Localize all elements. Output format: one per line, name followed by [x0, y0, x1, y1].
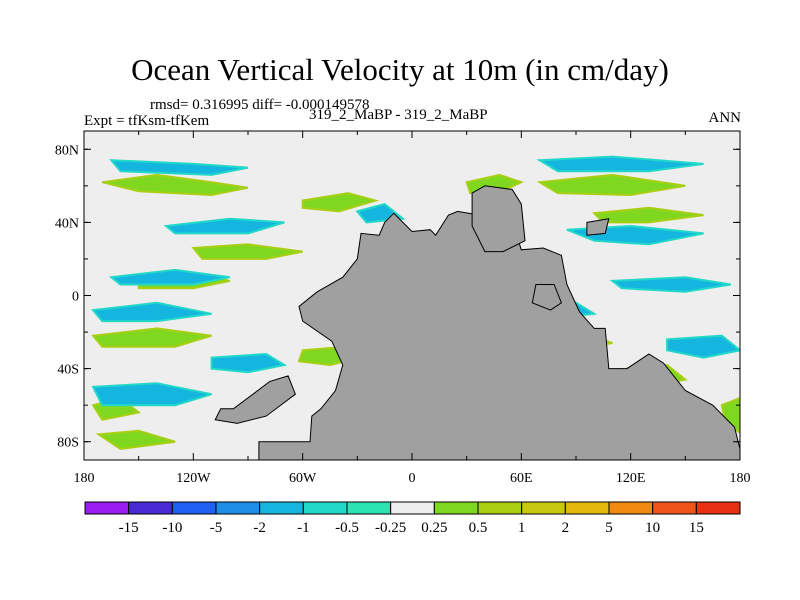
negative-region-1: [163, 217, 285, 235]
negative-region-11: [666, 334, 740, 359]
x-tick-label-5: 120E: [616, 471, 646, 486]
colorbar-box-6: [346, 501, 392, 515]
negative-region-9: [609, 276, 732, 293]
negative-region-7: [536, 155, 704, 173]
x-tick-label-0: 180: [74, 471, 95, 486]
colorbar-box-14: [695, 501, 741, 515]
colorbar-label-9: 1: [518, 520, 526, 536]
colorbar-box-3: [215, 501, 261, 515]
colorbar-box-8: [433, 501, 479, 515]
colorbar-label-5: -0.5: [335, 520, 359, 536]
colorbar-label-1: -10: [162, 520, 182, 536]
colorbar-box-12: [608, 501, 654, 515]
colorbar-label-2: -5: [210, 520, 223, 536]
colorbar-label-4: -1: [297, 520, 310, 536]
island-s-america: [214, 375, 297, 424]
chart-title: Ocean Vertical Velocity at 10m (in cm/da…: [131, 52, 669, 87]
colorbar-box-10: [521, 501, 566, 515]
cases-label: 319_2_MaBP - 319_2_MaBP: [309, 107, 488, 123]
colorbar-label-3: -2: [253, 520, 266, 536]
positive-region-4: [91, 327, 212, 348]
positive-region-1: [191, 243, 303, 260]
y-tick-label-1: 40N: [55, 216, 79, 231]
colorbar-label-10: 2: [562, 520, 570, 536]
colorbar: -15 -10 -5 -2 -1 -0.5 -0.25 0.25 0.5 1 2 5 10 15: [84, 501, 741, 536]
colorbar-box-2: [171, 501, 217, 515]
colorbar-box-13: [652, 501, 697, 515]
negative-region-4: [91, 382, 212, 407]
colorbar-label-8: 0.5: [469, 520, 488, 536]
experiment-label: Expt = tfKsm-tfKem: [84, 113, 210, 129]
plot-area: [84, 131, 740, 460]
colorbar-box-0: [84, 501, 130, 515]
land-northern-bay-landmass: [471, 185, 526, 253]
season-label: ANN: [708, 110, 742, 126]
y-tick-label-2: 0: [72, 290, 79, 305]
y-tick-label-4: 80S: [57, 436, 79, 451]
x-tick-label-6: 180: [730, 471, 751, 486]
colorbar-box-9: [477, 501, 523, 515]
island-sunda: [531, 284, 563, 311]
positive-region-6: [95, 429, 176, 451]
colorbar-label-6: -0.25: [375, 520, 406, 536]
colorbar-label-12: 10: [645, 520, 660, 536]
negative-region-3: [91, 301, 212, 323]
colorbar-box-5: [302, 501, 348, 515]
field-group: [84, 131, 740, 460]
colorbar-label-13: 15: [689, 520, 704, 536]
y-tick-label-0: 80N: [55, 143, 79, 158]
negative-region-0: [109, 159, 249, 176]
colorbar-label-11: 5: [605, 520, 613, 536]
colorbar-label-7: 0.25: [421, 520, 447, 536]
island-ne-isle: [586, 218, 610, 236]
axes: 180 120W 60W 0 60E 120E 180 80N 40N 0 40S 80S: [55, 130, 751, 486]
positive-region-0: [101, 173, 249, 197]
negative-region-5: [210, 352, 288, 374]
stats-line: rmsd= 0.316995 diff= -0.000149578: [150, 97, 370, 113]
x-tick-label-2: 60W: [289, 471, 317, 486]
x-tick-label-3: 0: [409, 471, 416, 486]
colorbar-box-7: [390, 501, 435, 515]
positive-region-2: [301, 192, 380, 213]
negative-region-2: [108, 268, 230, 286]
colorbar-box-4: [259, 501, 304, 515]
positive-region-8: [536, 173, 686, 197]
y-tick-label-3: 40S: [57, 363, 79, 378]
land-eurasia-africa: [258, 210, 740, 460]
x-tick-label-1: 120W: [176, 471, 211, 486]
colorbar-label-0: -15: [119, 520, 139, 536]
colorbar-box-1: [128, 501, 173, 515]
x-tick-label-4: 60E: [510, 471, 533, 486]
colorbar-box-11: [564, 501, 610, 515]
